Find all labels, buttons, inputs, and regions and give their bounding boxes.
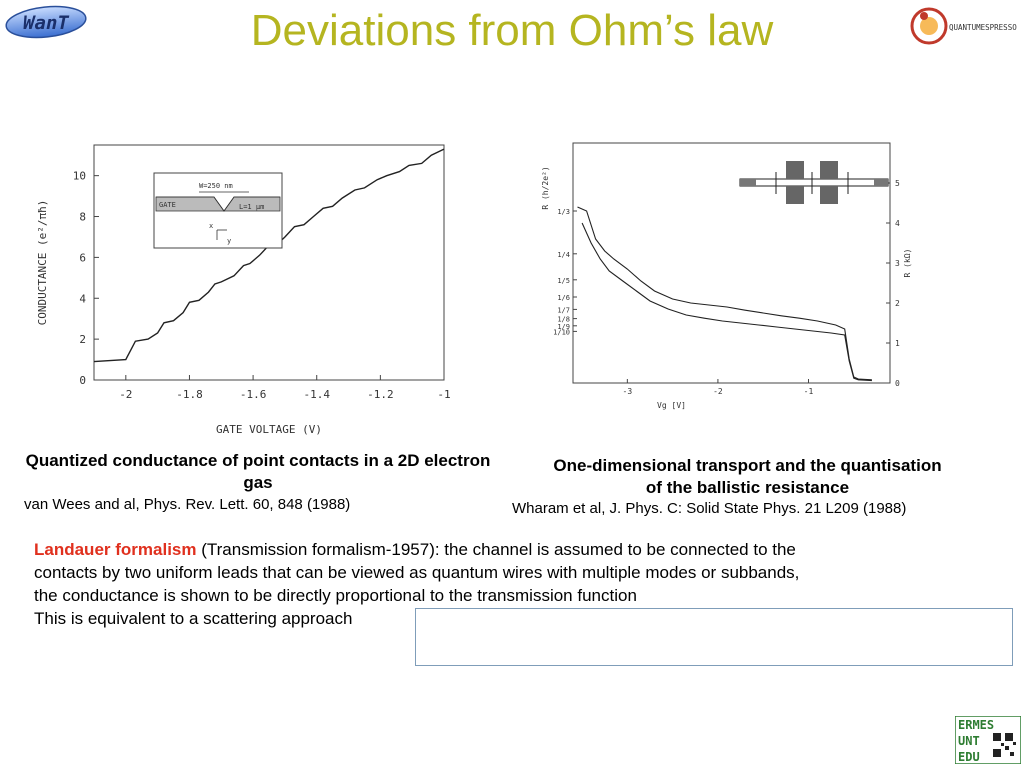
chart2-left-y-tick-label: 1/3 [557,208,570,216]
chart2-x-axis-label: Vg [V] [657,401,686,410]
chart2-left-y-axis-label: R (h/2e²) [541,166,550,209]
quantum-espresso-logo-graphic: QUANTUMESPRESSO [910,7,1017,45]
chart2-x-tick-label: -1 [804,387,814,396]
left-caption-ref: van Wees and al, Phys. Rev. Lett. 60, 84… [24,496,351,513]
chart2-x-tick-label: -2 [713,387,723,396]
chart2-right-y-tick-label: 1 [895,339,900,348]
left-caption-title: Quantized conductance of point contacts … [25,451,491,492]
qr-code-icon [993,733,1016,757]
inset-w-label: W=250 nm [199,182,233,190]
chart1-y-tick-label: 2 [79,333,86,346]
chart1-x-axis-label: GATE VOLTAGE (V) [216,423,322,436]
chart1-y-axis-label: CONDUCTANCE (e²/πħ) [36,200,49,326]
chart2-right-y-axis-label: R (kΩ) [903,249,912,278]
left-figure: -2 -1.8 -1.6 -1.4 -1.2 -1 0 2 4 6 8 10 GATE VOLTAG… [34,135,494,450]
ermes-logo-line1: ERMES [958,718,994,732]
want-logo-text: WanT [23,12,69,34]
device-schematic [739,161,889,204]
chart1-frame [93,144,445,381]
chart2-left-y-tick-label: 1/10 [553,328,570,336]
landauer-text: Landauer formalism (Transmission formali… [34,538,964,630]
body-line-3: the conductance is shown to be directly … [34,586,637,605]
conductance-chart: -2 -1.8 -1.6 -1.4 -1.2 -1 0 2 4 6 8 10 GATE VOLTAG… [36,144,451,436]
right-caption-title-line2: of the ballistic resistance [645,478,850,497]
body-line-1: Landauer formalism (Transmission formali… [34,538,964,561]
resistance-series-line-a [577,206,872,381]
chart2-left-y-tick-label: 1/9 [557,323,570,331]
body-line-4: This is equivalent to a scattering appro… [34,609,353,628]
inset-x-label: x [209,222,213,230]
chart2-x-tick-label: -3 [623,387,633,396]
right-caption-title: One-dimensional transport and the quanti… [505,455,990,499]
inset-schematic: W=250 nm GATE L=1 μm x y [153,172,283,249]
body-line-2: contacts by two uniform leads that can b… [34,563,800,582]
chart2-left-y-tick-label: 1/5 [557,277,570,285]
chart2-left-y-tick-label: 1/8 [557,316,570,324]
chart2-left-y-tick-label: 1/4 [557,251,570,259]
chart2-right-y-tick-label: 2 [895,299,900,308]
quantum-espresso-logo: QUANTUMESPRESSO [905,4,1023,53]
ermes-logo-line3: EDU [958,750,980,764]
ermes-logo-graphic: ERMES UNT EDU [954,715,1022,765]
page-title: Deviations from Ohm’s law [250,6,774,55]
chart2-right-y-tick-label: 4 [895,219,900,228]
resistance-series-line-b [581,222,872,382]
inset-gate-label: GATE [159,201,176,209]
quantum-espresso-logo-text: QUANTUMESPRESSO [949,23,1017,32]
chart2-right-y-tick-label: 0 [895,379,900,388]
right-caption-title-line1: One-dimensional transport and the quanti… [553,456,942,475]
want-logo-graphic: WanT [5,5,87,39]
body-line-1-rest: (Transmission formalism-1957): the chann… [196,540,796,559]
ermes-logo-line2: UNT [958,734,980,748]
chart1-y-tick-label: 4 [79,292,86,305]
chart2-left-y-tick-label: 1/7 [557,306,570,314]
inset-y-label: y [227,237,231,245]
chart1-x-tick-label: -2 [119,388,132,401]
chart2-left-y-tick-label: 1/6 [557,294,570,302]
landauer-highlight: Landauer formalism [34,540,197,559]
right-caption-ref: Wharam et al, J. Phys. C: Solid State Ph… [512,500,907,517]
chart1-y-tick-label: 10 [73,170,86,183]
chart1-x-tick-label: -1.8 [176,388,203,401]
chart1-x-tick-label: -1 [437,388,450,401]
chart1-x-tick-label: -1.4 [303,388,330,401]
chart2-right-y-tick-label: 3 [895,259,900,268]
conductance-series-line [93,148,445,363]
want-logo: WanT [4,4,88,45]
inset-l-label: L=1 μm [239,203,264,211]
chart1-x-tick-label: -1.2 [367,388,394,401]
chart2-right-y-tick-label: 5 [895,179,900,188]
ermes-logo: ERMES UNT EDU [954,715,1022,765]
chart1-y-tick-label: 6 [79,251,86,264]
formula-placeholder-box [415,608,1013,666]
chart1-y-tick-label: 8 [79,211,86,224]
chart1-x-tick-label: -1.6 [240,388,267,401]
chart1-y-tick-label: 0 [79,374,86,387]
